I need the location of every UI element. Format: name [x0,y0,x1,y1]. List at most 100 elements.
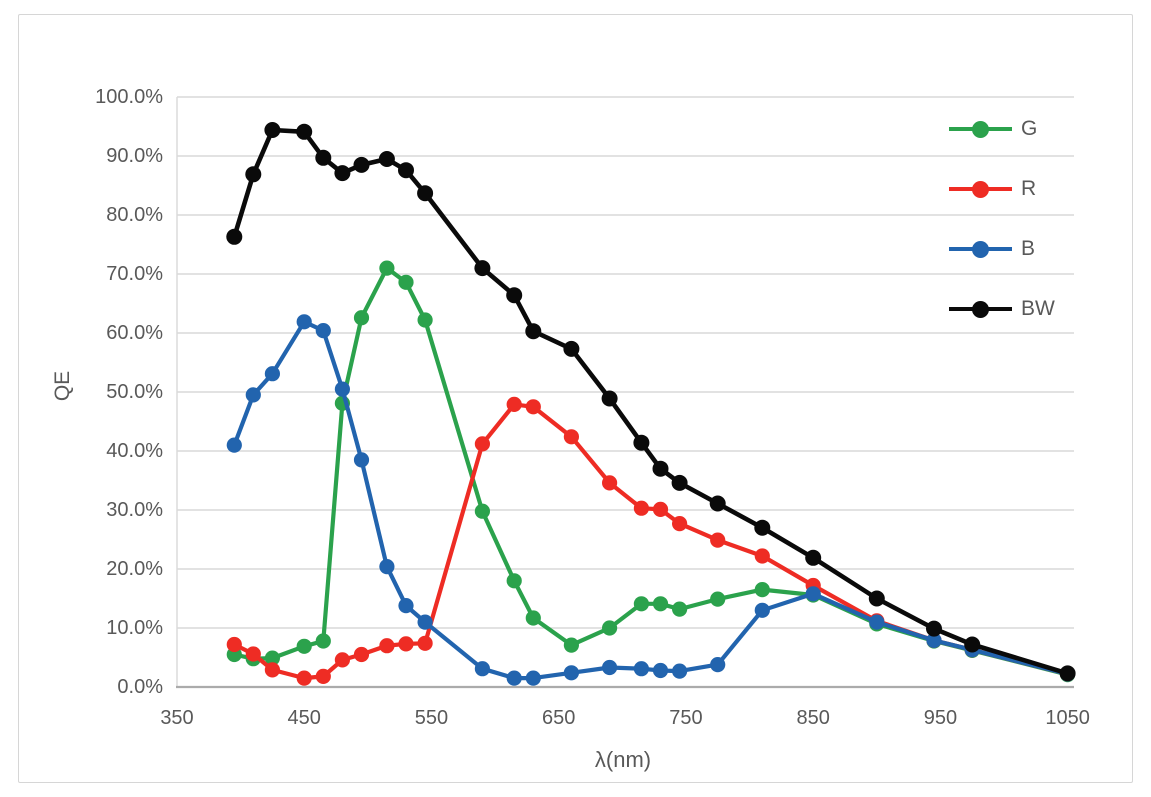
legend: G R B BW [949,111,1119,351]
series-marker-G [264,650,280,666]
series-marker-G [710,591,726,607]
series-marker-G [525,610,541,626]
series-marker-B [710,657,726,673]
series-marker-BW [315,149,332,166]
series-marker-G [506,573,522,589]
series-marker-G [652,596,669,612]
legend-swatch-bw-icon [949,300,1012,318]
series-marker-R [525,399,541,415]
series-marker-BW [417,185,434,202]
series-marker-BW [805,549,822,566]
series-marker-R [754,548,770,564]
series-marker-G [754,582,770,598]
series-marker-BW [964,636,981,653]
y-tick-label: 10.0% [106,617,163,639]
series-marker-R [379,638,395,654]
x-tick-label: 350 [160,707,194,729]
series-marker-B [315,323,331,339]
x-tick-label: 950 [923,707,958,729]
series-marker-G [353,310,370,326]
series-marker-B [264,366,280,382]
series-marker-R [264,662,280,678]
series-marker-B [296,314,312,330]
series-marker-BW [652,460,669,477]
series-marker-R [245,646,261,662]
series-marker-BW [474,260,491,277]
legend-swatch-b-icon [949,240,1012,258]
series-marker-G [398,274,414,290]
x-axis-title: λ(nm) [594,747,652,772]
series-marker-R [710,532,726,548]
y-tick-label: 40.0% [106,440,163,462]
series-line-BW [232,127,1070,676]
y-tick-label: 80.0% [106,204,163,226]
series-marker-BW [525,323,542,340]
series-marker-BW [868,590,885,607]
series-marker-R [506,396,522,412]
series-marker-G [296,638,312,654]
series-marker-B [563,665,580,681]
series-marker-B [602,659,618,676]
series-marker-R [353,646,370,663]
series-marker-BW [398,162,414,179]
series-marker-G [474,503,490,519]
series-marker-B [672,663,688,679]
series-marker-B [869,614,885,630]
legend-item-r: R [949,171,1119,207]
series-marker-B [353,452,370,468]
series-marker-B [417,614,433,630]
y-tick-label: 100.0% [95,86,163,108]
plot-svg [176,96,1076,689]
series-marker-R [226,636,242,653]
y-tick-label: 30.0% [106,499,163,521]
series-marker-B [805,586,821,602]
series-marker-B [525,670,541,686]
series-marker-BW [264,122,281,138]
y-tick-label: 0.0% [117,676,163,698]
series-line-B [232,319,1070,681]
legend-item-bw: BW [949,291,1119,327]
series-marker-BW [226,228,243,245]
series-marker-BW [506,287,523,304]
series-marker-B [633,661,650,677]
series-marker-G [602,620,618,636]
x-tick-label: 550 [414,707,449,729]
series-marker-B [506,670,522,686]
series-marker-B [754,602,770,618]
series-marker-B [379,559,395,575]
series-marker-BW [1059,665,1076,682]
x-tick-label: 1050 [1045,707,1090,729]
series-marker-R [652,501,669,517]
series-marker-R [474,436,490,452]
series-marker-B [652,662,669,679]
series-marker-BW [296,123,313,140]
series-marker-G [417,312,433,328]
series-marker-BW [709,495,726,512]
legend-label-bw: BW [1021,297,1055,320]
series-marker-BW [334,165,351,182]
legend-label-r: R [1021,177,1037,200]
y-tick-label: 90.0% [106,145,163,167]
series-marker-B [398,598,414,614]
series-marker-R [563,429,580,445]
series-marker-BW [245,166,262,183]
y-tick-label: 50.0% [106,381,163,403]
series-marker-BW [378,151,395,167]
series-marker-G [379,260,395,276]
y-tick-label: 60.0% [106,322,163,344]
series-marker-B [334,381,350,397]
series-marker-R [315,668,331,685]
series-marker-R [417,635,433,651]
series-marker-G [563,637,580,653]
series-marker-BW [754,519,771,536]
series-marker-B [926,632,942,649]
series-marker-R [633,500,650,516]
series-marker-G [672,601,688,617]
y-tick-label: 70.0% [106,263,163,285]
legend-label-g: G [1021,117,1038,140]
legend-swatch-g-icon [949,120,1012,138]
x-tick-label: 450 [287,707,321,729]
series-marker-BW [563,340,580,357]
series-marker-B [226,437,242,453]
